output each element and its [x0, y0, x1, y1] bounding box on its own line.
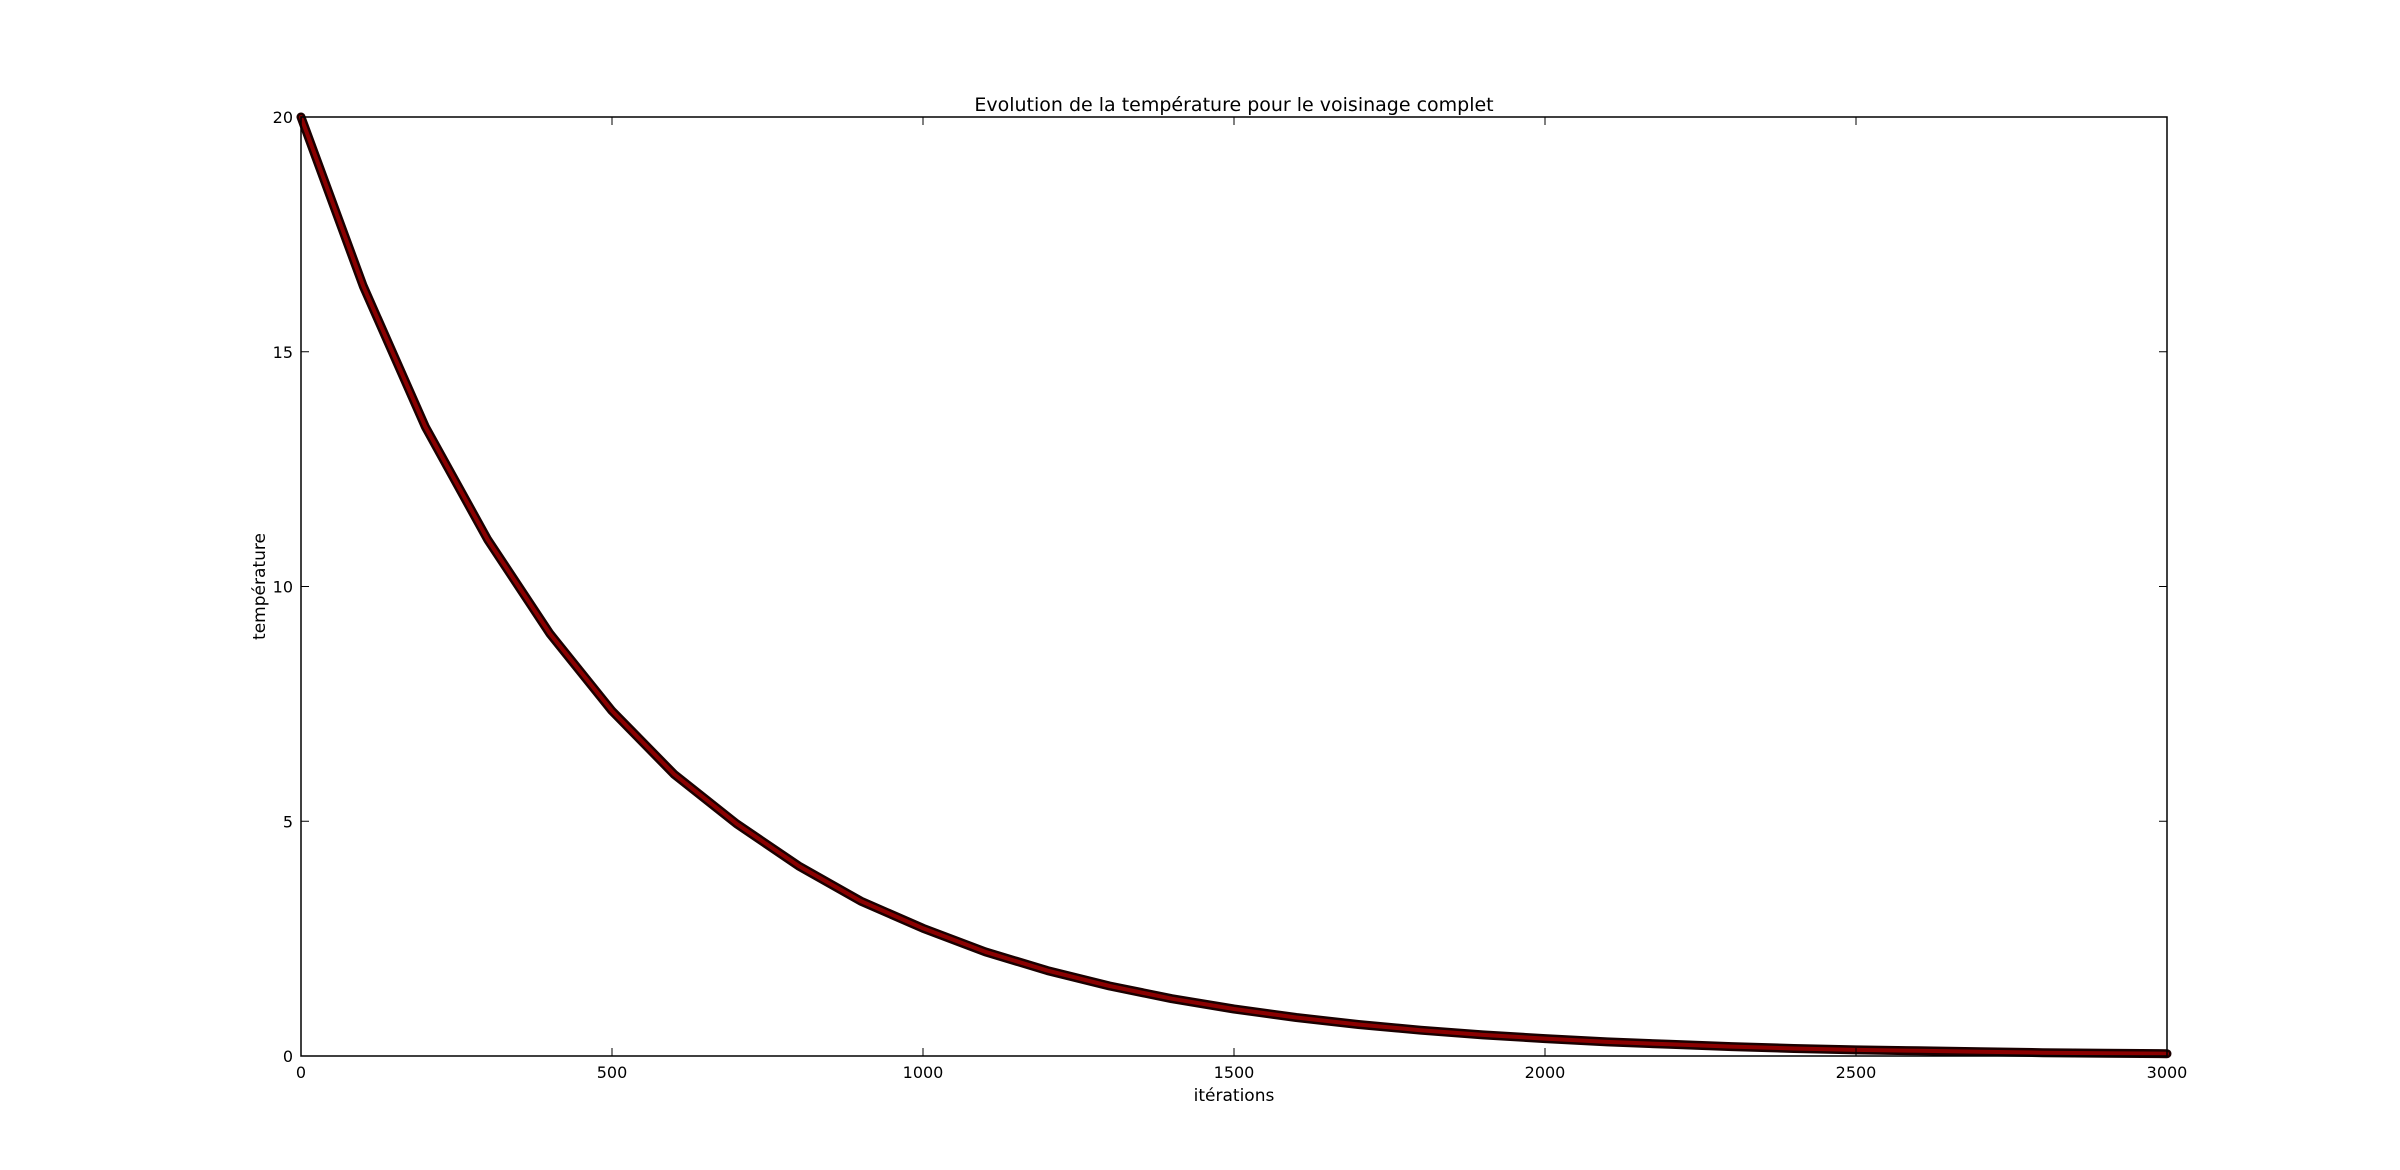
x-tick-label: 0	[296, 1063, 306, 1082]
y-tick-label: 10	[273, 578, 293, 597]
y-tick-label: 0	[283, 1047, 293, 1066]
x-axis-label: itérations	[1194, 1086, 1275, 1106]
x-tick-label: 2500	[1836, 1063, 1877, 1082]
chart-title: Evolution de la température pour le vois…	[974, 94, 1493, 116]
y-tick-label: 15	[273, 343, 293, 362]
x-tick-label: 1000	[903, 1063, 944, 1082]
y-tick-label: 5	[283, 812, 293, 831]
x-tick-label: 2000	[1525, 1063, 1566, 1082]
x-tick-label: 500	[597, 1063, 628, 1082]
y-tick-label: 20	[273, 108, 293, 127]
x-tick-label: 3000	[2147, 1063, 2188, 1082]
ticks: 0 500 1000 1500 2000 2500 3000 0 5 10 15 20	[273, 108, 2188, 1082]
y-axis-label: température	[250, 533, 270, 640]
x-tick-label: 1500	[1214, 1063, 1255, 1082]
